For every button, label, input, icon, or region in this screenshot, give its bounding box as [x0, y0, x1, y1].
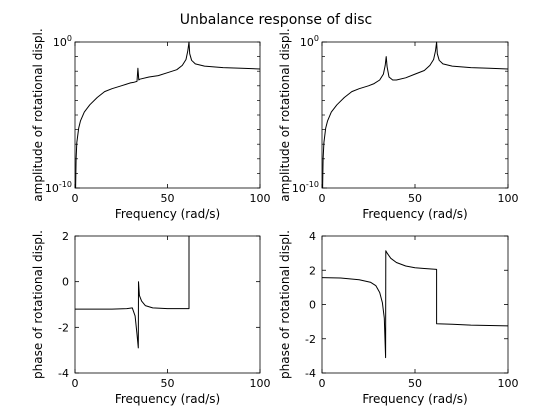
y-tick-label: -4 — [305, 367, 316, 380]
y-tick-base: 10 — [45, 182, 59, 195]
x-tick-label: 50 — [408, 377, 422, 390]
x-tick-label: 50 — [408, 192, 422, 205]
y-axis-label: phase of rotational displ. — [278, 230, 292, 379]
x-tick-label: 0 — [72, 377, 79, 390]
x-axis-label: Frequency (rad/s) — [362, 392, 467, 406]
series-line-1 — [321, 250, 509, 359]
y-tick-label: 0 — [62, 276, 69, 289]
x-tick-label: 100 — [498, 377, 519, 390]
subplot-4: 0 50 100 4 2 0 -2 -4 Frequency (rad/s) phase of r… — [278, 230, 519, 406]
x-tick-label: 100 — [250, 377, 271, 390]
x-tick-label: 50 — [161, 192, 175, 205]
x-axis-label: Frequency (rad/s) — [115, 207, 220, 221]
x-tick-label: 0 — [72, 192, 79, 205]
y-tick-label: 10-10 — [292, 180, 319, 195]
y-tick-exponent: -10 — [59, 180, 72, 189]
figure-title: Unbalance response of disc — [180, 12, 372, 28]
y-tick-label: -2 — [305, 333, 316, 346]
x-tick-label: 0 — [319, 192, 326, 205]
y-axis-label: phase of rotational displ. — [31, 230, 45, 379]
x-axis-label: Frequency (rad/s) — [115, 392, 220, 406]
y-tick-label: 2 — [62, 230, 69, 243]
x-tick-label: 50 — [161, 377, 175, 390]
y-axis-label: amplitude of rotational displ. — [31, 28, 45, 201]
y-tick-label: 100 — [300, 34, 319, 49]
x-tick-label: 0 — [319, 377, 326, 390]
y-tick-label: -4 — [58, 367, 69, 380]
y-tick-label: 10-10 — [45, 180, 72, 195]
y-tick-exponent: 0 — [67, 34, 72, 43]
subplot-3: 0 50 100 2 0 -2 -4 Frequency (rad/s) phase of ro… — [31, 230, 271, 406]
y-tick-base: 10 — [53, 36, 67, 49]
x-tick-label: 100 — [250, 192, 271, 205]
y-tick-label: 2 — [309, 264, 316, 277]
x-axis-label: Frequency (rad/s) — [362, 207, 467, 221]
y-tick-label: 100 — [53, 34, 72, 49]
y-tick-label: -2 — [58, 321, 69, 334]
y-axis-label: amplitude of rotational displ. — [278, 28, 292, 201]
y-tick-exponent: -10 — [306, 180, 319, 189]
series-line-1 — [322, 41, 509, 189]
y-tick-base: 10 — [292, 182, 306, 195]
x-tick-label: 100 — [498, 192, 519, 205]
y-tick-label: 0 — [309, 299, 316, 312]
y-tick-base: 10 — [300, 36, 314, 49]
series-line-1 — [75, 236, 190, 349]
y-tick-exponent: 0 — [314, 34, 319, 43]
series-line-1 — [75, 41, 261, 189]
y-tick-label: 4 — [309, 230, 316, 243]
